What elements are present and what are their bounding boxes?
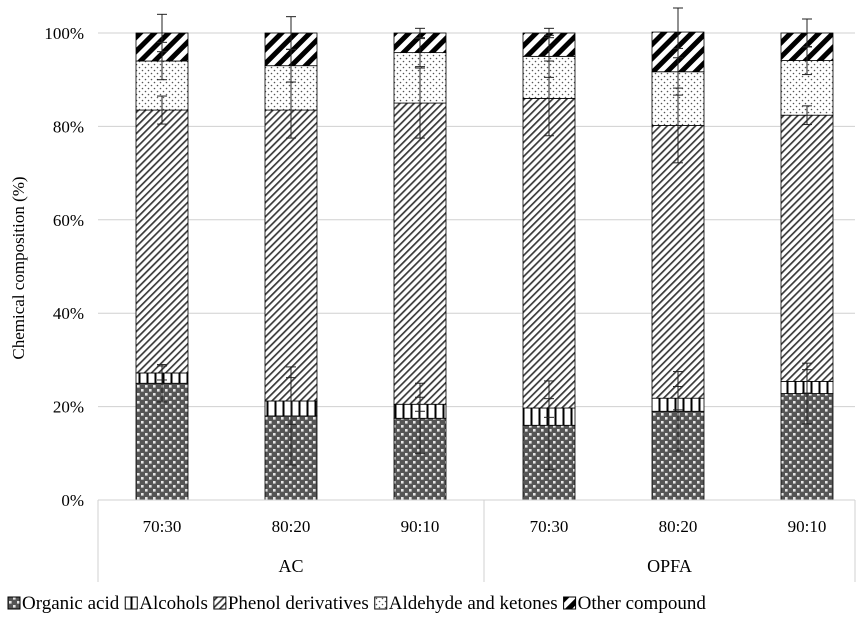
- y-axis-title: Chemical composition (%): [9, 176, 28, 359]
- bar-segment-phenol-derivatives: [393, 102, 447, 405]
- error-bar: [673, 371, 683, 452]
- error-bar: [544, 380, 554, 471]
- legend-swatch: [213, 596, 227, 610]
- legend-label: Alcohols: [139, 593, 208, 614]
- x-tick-label: 80:20: [659, 517, 698, 536]
- y-tick-labels: 0% 20% 40% 60% 80% 100%: [44, 24, 84, 510]
- legend-label: Aldehyde and ketones: [389, 593, 558, 614]
- error-bar: [415, 382, 425, 454]
- error-bar: [415, 27, 425, 39]
- error-bar: [157, 95, 167, 125]
- legend-swatch: [124, 596, 138, 610]
- legend-item: Organic acid: [7, 593, 120, 614]
- error-bar: [415, 38, 425, 68]
- legend-swatch: [7, 596, 21, 610]
- y-tick-label: 20%: [53, 398, 84, 417]
- error-bar: [544, 27, 554, 39]
- error-bar: [802, 369, 812, 394]
- y-tick-label: 40%: [53, 304, 84, 323]
- error-bar: [673, 7, 683, 59]
- error-bar: [544, 398, 554, 418]
- error-bar: [415, 67, 425, 139]
- error-bar: [802, 105, 812, 126]
- y-tick-label: 0%: [61, 491, 84, 510]
- bar-segment-phenol-derivatives: [780, 114, 834, 382]
- bar-segment-phenol-derivatives: [264, 109, 318, 402]
- bar-segment-phenol-derivatives: [651, 125, 705, 399]
- x-tick-label: 70:30: [143, 517, 182, 536]
- y-tick-label: 60%: [53, 211, 84, 230]
- x-tick-label: 90:10: [788, 517, 827, 536]
- x-axis: 70:30 80:20 90:10 70:30 80:20 90:10 AC OPFA: [97, 499, 856, 582]
- error-bar: [157, 365, 167, 381]
- error-bar: [157, 13, 167, 53]
- legend-label: Other compound: [578, 593, 707, 614]
- x-tick-label: 80:20: [272, 517, 311, 536]
- bars: [135, 31, 834, 501]
- group-label: OPFA: [647, 556, 692, 576]
- error-bar: [802, 18, 812, 48]
- legend-item: Phenol derivatives: [213, 593, 369, 614]
- gridlines: [98, 32, 855, 501]
- legend-swatch: [374, 596, 388, 610]
- error-bars: [157, 7, 812, 471]
- error-bar: [415, 396, 425, 412]
- error-bar: [286, 377, 296, 425]
- legend: Organic acid Alcohols Phenol derivatives Al…: [7, 593, 707, 614]
- x-tick-label: 70:30: [530, 517, 569, 536]
- y-tick-label: 80%: [53, 117, 84, 136]
- legend-item: Aldehyde and ketones: [374, 593, 558, 614]
- bar-segment-phenol-derivatives: [135, 109, 189, 374]
- legend-label: Phenol derivatives: [228, 593, 369, 614]
- legend-label: Organic acid: [22, 593, 120, 614]
- error-bar: [673, 386, 683, 411]
- y-tick-label: 100%: [44, 24, 84, 43]
- x-tick-label: 90:10: [401, 517, 440, 536]
- legend-item: Alcohols: [124, 593, 208, 614]
- bar-segment-phenol-derivatives: [522, 97, 576, 409]
- legend-item: Other compound: [563, 593, 707, 614]
- legend-swatch: [563, 596, 577, 610]
- group-label: AC: [278, 556, 303, 576]
- error-bar: [286, 16, 296, 50]
